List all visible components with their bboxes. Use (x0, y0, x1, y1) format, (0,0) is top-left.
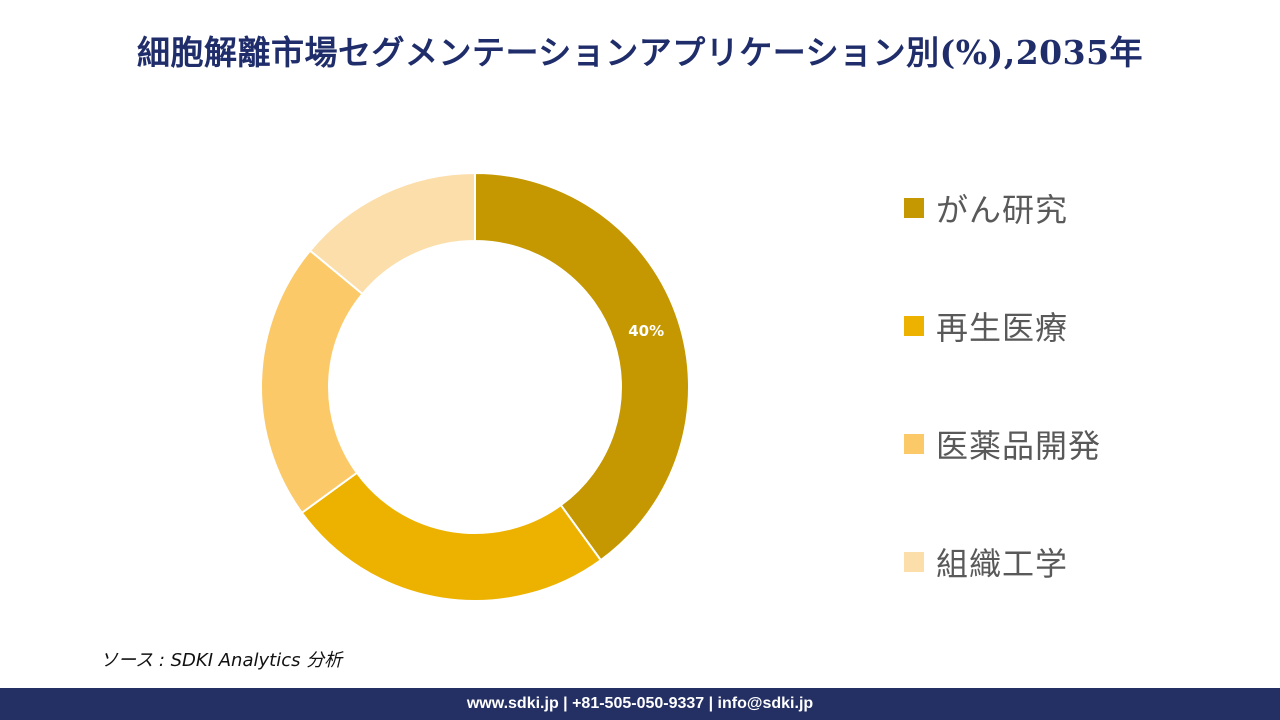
legend-swatch (904, 198, 924, 218)
donut-chart: 40% (260, 171, 690, 602)
footer-bar: www.sdki.jp | +81-505-050-9337 | info@sd… (0, 688, 1280, 720)
legend-item-tissue-engineering: 組織工学 (904, 534, 1101, 590)
legend-swatch (904, 434, 924, 454)
legend: がん研究 再生医療 医薬品開発 組織工学 (904, 180, 1101, 652)
donut-slice-0 (474, 171, 690, 562)
donut-slice-1 (300, 471, 603, 602)
legend-swatch (904, 316, 924, 336)
chart-title: 細胞解離市場セグメンテーションアプリケーション別(%),2035年 (136, 33, 1144, 72)
legend-label: 再生医療 (936, 309, 1069, 347)
legend-label: がん研究 (936, 191, 1069, 229)
donut-slice-3 (308, 171, 476, 296)
donut-slice-2 (260, 249, 364, 515)
source-note: ソース : SDKI Analytics 分析 (100, 650, 343, 671)
legend-item-regenerative-medicine: 再生医療 (904, 298, 1101, 354)
legend-label: 組織工学 (936, 545, 1069, 583)
legend-swatch (904, 552, 924, 572)
footer-contact: www.sdki.jp | +81-505-050-9337 | info@sd… (466, 695, 814, 712)
legend-label: 医薬品開発 (936, 427, 1102, 465)
legend-item-cancer-research: がん研究 (904, 180, 1101, 236)
data-label-0: 40% (628, 322, 664, 340)
legend-item-drug-development: 医薬品開発 (904, 416, 1101, 472)
